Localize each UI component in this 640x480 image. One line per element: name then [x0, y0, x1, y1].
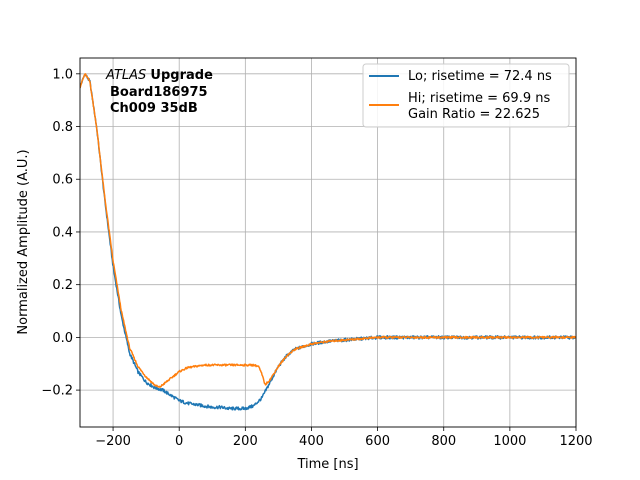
annotation-upgrade: Upgrade — [150, 68, 213, 83]
legend-label-hi-line2: Gain Ratio = 22.625 — [408, 107, 540, 122]
annotation-channel: Ch009 35dB — [110, 101, 198, 116]
y-tick-label: 1.0 — [52, 67, 73, 82]
y-tick-label: 0.8 — [52, 120, 73, 135]
legend-label-hi-line1: Hi; risetime = 69.9 ns — [408, 91, 550, 106]
x-axis-ticks: −200 0 200 400 600 800 1000 1200 — [95, 427, 593, 449]
x-tick-label: 800 — [431, 434, 456, 449]
x-axis-label: Time [ns] — [296, 457, 358, 472]
x-tick-label: 1200 — [559, 434, 592, 449]
y-tick-label: 0.0 — [52, 331, 73, 346]
x-tick-label: 600 — [365, 434, 390, 449]
legend: Lo; risetime = 72.4 ns Hi; risetime = 69… — [362, 63, 570, 128]
series-hi-line — [80, 73, 576, 388]
y-tick-label: 0.6 — [52, 173, 73, 188]
series-layer — [80, 73, 576, 411]
annotation-atlas: ATLAS — [105, 68, 146, 83]
legend-box — [362, 63, 570, 128]
y-axis-label: Normalized Amplitude (A.U.) — [16, 149, 31, 334]
plot-frame — [79, 57, 577, 428]
x-tick-label: 200 — [233, 434, 258, 449]
x-tick-label: 0 — [175, 434, 183, 449]
legend-label-hi: Hi; risetime = 69.9 ns Gain Ratio = 22.6… — [408, 91, 554, 122]
legend-label-lo: Lo; risetime = 72.4 ns — [408, 69, 552, 84]
x-tick-label: 1000 — [493, 434, 526, 449]
annotation-board: Board186975 — [110, 85, 208, 100]
y-tick-label: 0.2 — [52, 278, 73, 293]
x-tick-label: 400 — [299, 434, 324, 449]
y-tick-label: −0.2 — [41, 384, 73, 399]
y-tick-label: 0.4 — [52, 225, 73, 240]
atlas-annotation: ATLAS Upgrade Board186975 Ch009 35dB — [105, 68, 213, 116]
x-tick-label: −200 — [95, 434, 131, 449]
annotation-line1: ATLAS Upgrade — [105, 68, 213, 83]
y-axis-ticks: −0.2 0.0 0.2 0.4 0.6 0.8 1.0 — [41, 67, 80, 399]
